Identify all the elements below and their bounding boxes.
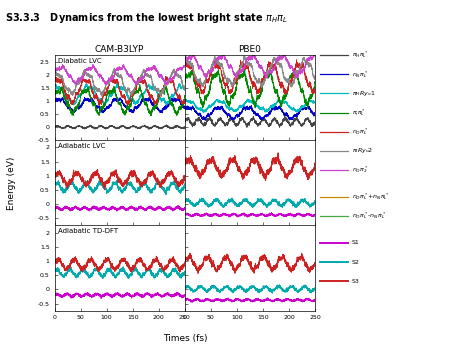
Text: $\pi_iRy_o2$: $\pi_iRy_o2$ xyxy=(352,146,373,155)
Text: $\pi_H\pi_L^*$: $\pi_H\pi_L^*$ xyxy=(352,50,368,60)
Text: Energy (eV): Energy (eV) xyxy=(8,156,16,209)
Text: $n_O\pi_2^*$: $n_O\pi_2^*$ xyxy=(352,165,368,175)
Text: $n_O\pi_L^*$+$n_N\pi_L^*$: $n_O\pi_L^*$+$n_N\pi_L^*$ xyxy=(352,191,389,202)
Text: S3: S3 xyxy=(352,279,360,284)
Title: CAM-B3LYP: CAM-B3LYP xyxy=(95,45,145,54)
Text: S3.3.3   Dynamics from the lowest bright state $\pi_H\pi_L$: S3.3.3 Dynamics from the lowest bright s… xyxy=(5,11,288,24)
Text: S2: S2 xyxy=(352,260,360,264)
Text: Adiabatic TD-DFT: Adiabatic TD-DFT xyxy=(58,228,118,234)
Text: Adiabatic LVC: Adiabatic LVC xyxy=(58,143,106,149)
Text: $n_O\pi_L^*$: $n_O\pi_L^*$ xyxy=(352,126,368,137)
Text: S1: S1 xyxy=(352,240,359,245)
Text: Diabatic LVC: Diabatic LVC xyxy=(58,58,102,64)
Text: $n_O\pi_L^*$-$n_N\pi_L^*$: $n_O\pi_L^*$-$n_N\pi_L^*$ xyxy=(352,211,386,222)
Text: Times (fs): Times (fs) xyxy=(163,334,207,343)
Text: $n_N\pi_L^*$: $n_N\pi_L^*$ xyxy=(352,69,368,80)
Title: PBE0: PBE0 xyxy=(238,45,262,54)
Text: $\pi_i\pi_L^*$: $\pi_i\pi_L^*$ xyxy=(352,107,366,118)
Text: $\pi_HRy_o1$: $\pi_HRy_o1$ xyxy=(352,89,375,98)
